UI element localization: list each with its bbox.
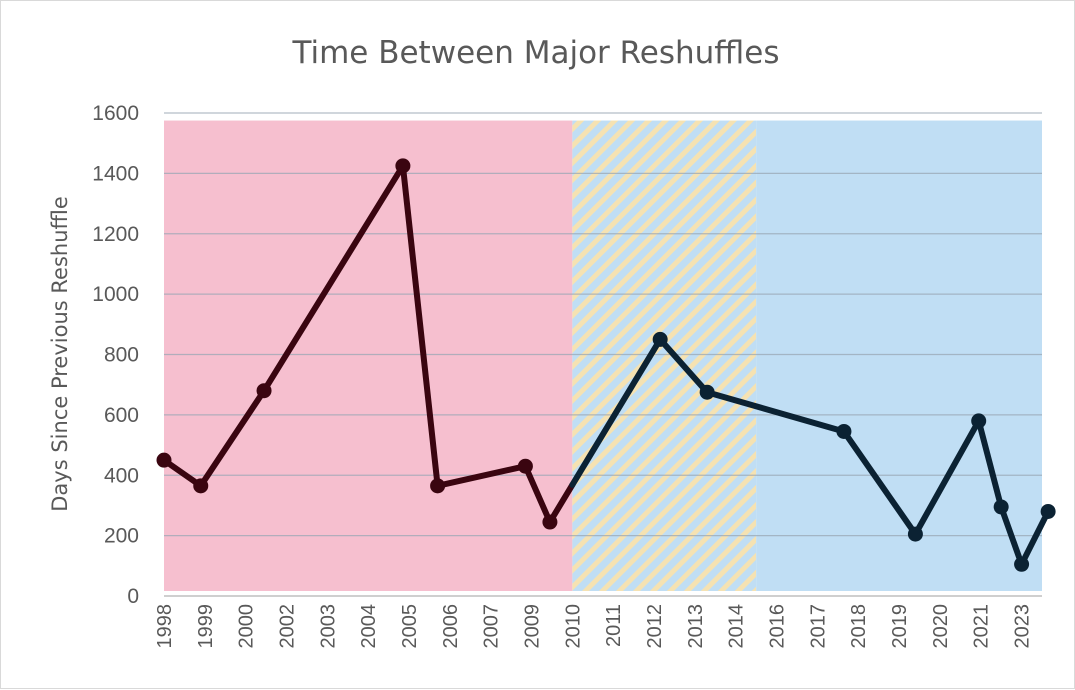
y-tick-label: 1000 <box>92 283 139 306</box>
data-point <box>193 478 209 494</box>
data-point <box>542 514 558 530</box>
x-tick-label: 2005 <box>399 604 421 649</box>
line-segment <box>399 162 441 489</box>
band-red <box>164 120 573 591</box>
band-hatched <box>572 120 757 591</box>
x-tick-label: 1999 <box>195 604 217 649</box>
x-tick-label: 2021 <box>971 604 993 649</box>
x-tick-label: 2009 <box>522 604 544 649</box>
line-segment <box>569 336 664 488</box>
y-tick-label: 1200 <box>92 223 139 246</box>
data-point <box>1014 556 1030 572</box>
x-tick-label: 2014 <box>726 604 748 649</box>
data-point <box>517 458 533 474</box>
x-tick-label: 2020 <box>930 604 952 649</box>
line-segment <box>975 417 1005 510</box>
y-tick-label: 800 <box>104 344 139 367</box>
y-tick-label: 400 <box>104 464 139 487</box>
line-segment <box>704 389 847 435</box>
data-point <box>256 383 272 399</box>
x-tick-label: 2019 <box>889 604 911 649</box>
line-segment <box>261 162 406 394</box>
x-tick-label: 2017 <box>807 604 829 649</box>
x-tick-label: 2000 <box>236 604 258 649</box>
x-tick-label: 2011 <box>603 604 625 647</box>
x-tick-label: 2006 <box>440 604 462 649</box>
line-segment <box>434 463 529 489</box>
data-point <box>971 413 987 429</box>
series-line <box>161 162 1052 568</box>
line-segment <box>657 336 711 396</box>
y-tick-label: 0 <box>127 585 139 608</box>
x-tick-label: 2002 <box>277 604 299 649</box>
x-tick-label: 2016 <box>767 604 789 649</box>
data-point <box>993 499 1009 515</box>
data-point <box>1040 503 1056 519</box>
band-blue <box>756 120 1042 591</box>
data-point <box>395 158 411 174</box>
y-axis-ticks: 0 200 400 600 800 1000 1200 1400 1600 <box>92 102 139 608</box>
y-tick-label: 200 <box>104 525 139 548</box>
gridlines <box>164 112 1042 597</box>
y-tick-label: 1600 <box>92 102 139 125</box>
data-point <box>430 478 446 494</box>
line-segment <box>840 428 919 538</box>
x-tick-label: 1998 <box>154 604 176 649</box>
data-point <box>699 384 715 400</box>
line-segment <box>1018 508 1052 568</box>
x-tick-label: 2004 <box>358 604 380 649</box>
x-tick-label: 2007 <box>481 604 503 649</box>
x-tick-label: 2003 <box>317 604 339 649</box>
data-point <box>652 331 668 347</box>
chart-title: Time Between Major Reshuffles <box>292 35 780 71</box>
data-point <box>156 452 172 468</box>
x-tick-label: 2010 <box>562 604 584 649</box>
line-segment <box>912 417 982 538</box>
data-points <box>156 158 1056 572</box>
x-axis-ticks: 1998 1999 2000 2002 2003 2004 2005 2006 2007 2009… <box>154 604 1034 649</box>
x-tick-label: 2012 <box>644 604 666 649</box>
data-point <box>836 423 852 439</box>
y-axis-label: Days Since Previous Reshuffle <box>48 196 72 511</box>
x-tick-label: 2018 <box>848 604 870 649</box>
x-tick-label: 2013 <box>685 604 707 649</box>
y-tick-label: 1400 <box>92 162 139 185</box>
line-segment <box>998 503 1025 568</box>
y-tick-label: 600 <box>104 404 139 427</box>
x-tick-label: 2023 <box>1012 604 1034 649</box>
data-point <box>907 526 923 542</box>
background-bands <box>164 120 1042 591</box>
line-segment <box>197 387 268 489</box>
line-segment <box>522 463 553 526</box>
